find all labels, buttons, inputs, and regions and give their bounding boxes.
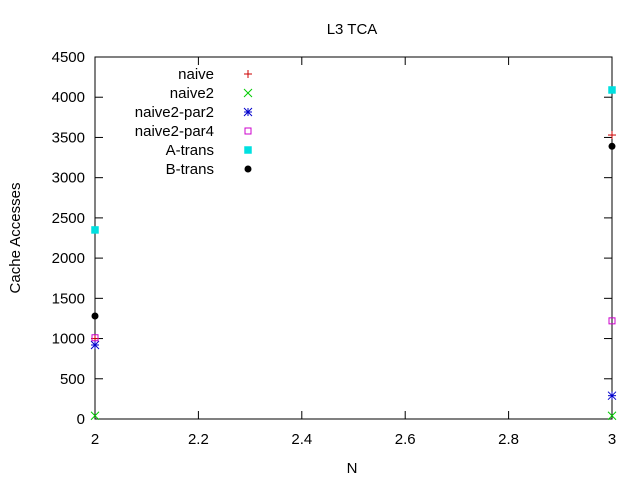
data-point-naive2 [90,411,100,421]
data-point-naive2 [607,411,617,421]
data-point-naive2-par4 [91,334,99,342]
data-points [90,86,617,421]
x-axis-label: N [347,460,358,477]
data-point-B-trans [91,312,99,320]
y-tick-label: 1500 [52,290,85,307]
y-tick-label: 2000 [52,250,85,267]
legend-marker-naive2 [243,88,253,98]
data-point-B-trans [608,142,616,150]
data-point-A-trans [91,226,99,234]
y-tick-label: 4500 [52,49,85,66]
legend: naive naive2 naive2-par2 naive2-par4 A-trans… [135,66,253,178]
y-tick-label: 3000 [52,170,85,187]
legend-label-naive2: naive2 [170,85,214,102]
y-tick-label: 3500 [52,129,85,146]
y-tick-label: 1000 [52,331,85,348]
legend-label-B-trans: B-trans [166,161,214,178]
data-point-naive2-par2 [607,391,617,401]
data-point-naive2-par4 [608,317,616,325]
x-tick-label: 2.8 [498,431,519,448]
axes: 0 500 1000 1500 2000 2500 3000 3500 4000 4500 2 2.2… [52,49,617,448]
y-axis-label: Cache Accesses [7,183,24,294]
y-tick-label: 0 [77,411,85,428]
plot-frame [94,56,613,420]
x-tick-label: 2.4 [291,431,312,448]
legend-marker-naive2-par2 [243,107,253,117]
legend-marker-naive2-par4 [244,127,252,135]
legend-marker-B-trans [244,165,252,173]
chart-title: L3 TCA [327,21,378,38]
data-point-naive [608,131,616,140]
y-tick-label: 500 [60,371,85,388]
legend-marker-naive [244,70,252,78]
x-tick-label: 2.2 [188,431,209,448]
legend-marker-A-trans [244,146,252,154]
legend-label-A-trans: A-trans [166,142,214,159]
y-tick-label: 4000 [52,89,85,106]
data-point-A-trans [608,86,616,94]
x-tick-label: 3 [608,431,616,448]
legend-label-naive2-par4: naive2-par4 [135,123,214,140]
x-tick-label: 2 [91,431,99,448]
legend-label-naive: naive [178,66,214,83]
x-tick-label: 2.6 [395,431,416,448]
data-point-naive2-par2 [90,340,100,350]
legend-label-naive2-par2: naive2-par2 [135,104,214,121]
y-tick-label: 2500 [52,210,85,227]
